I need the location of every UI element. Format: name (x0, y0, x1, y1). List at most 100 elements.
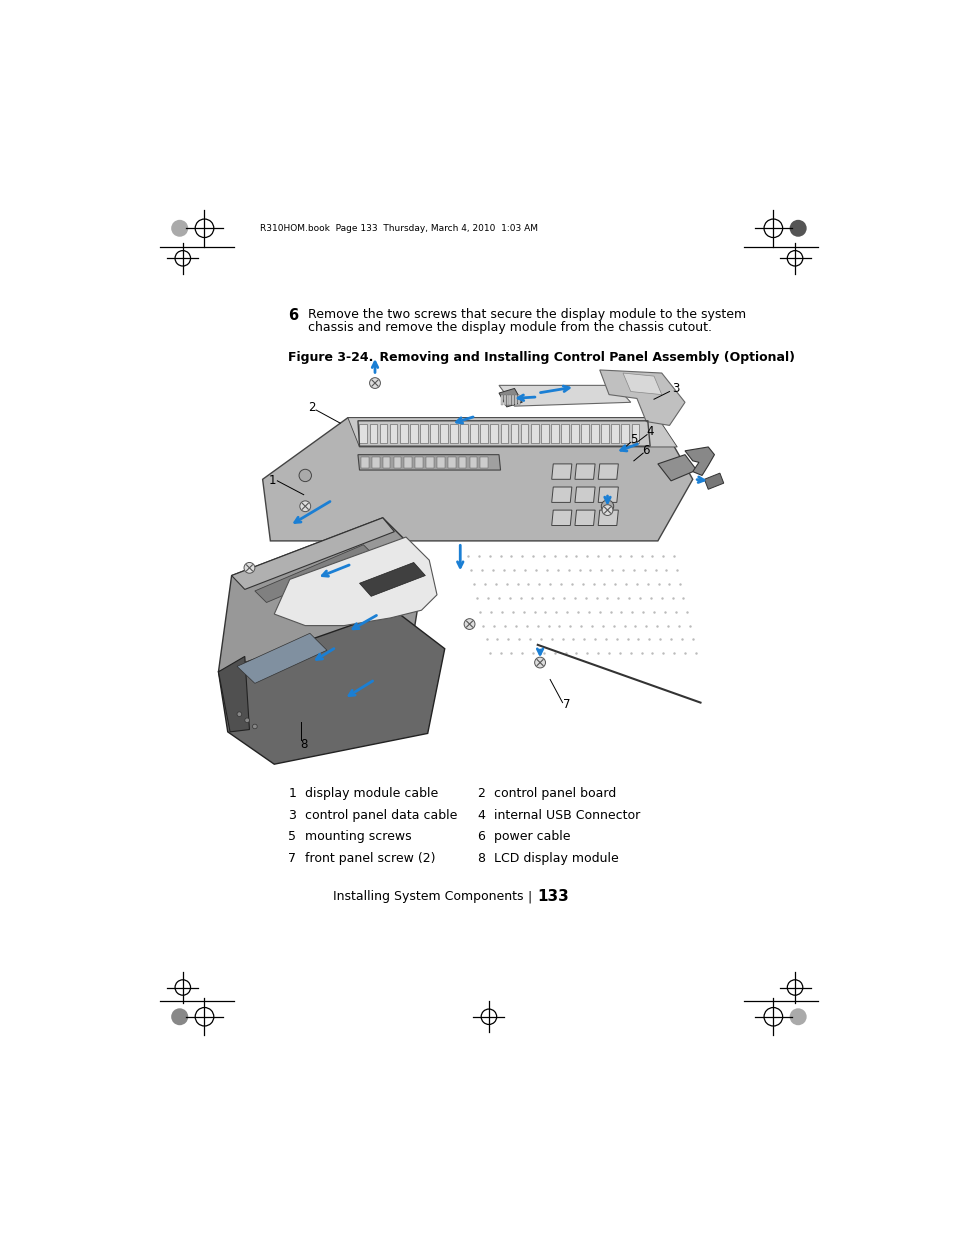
Text: R310HOM.book  Page 133  Thursday, March 4, 2010  1:03 AM: R310HOM.book Page 133 Thursday, March 4,… (260, 224, 537, 232)
Text: 6: 6 (288, 308, 298, 322)
Text: Remove the two screws that secure the display module to the system: Remove the two screws that secure the di… (308, 308, 745, 321)
Circle shape (369, 378, 380, 389)
Polygon shape (509, 395, 511, 405)
Polygon shape (348, 417, 677, 447)
Polygon shape (490, 424, 497, 443)
Text: 5: 5 (630, 432, 637, 446)
Text: LCD display module: LCD display module (494, 852, 618, 864)
Text: 3: 3 (288, 809, 295, 821)
Polygon shape (480, 457, 488, 468)
Polygon shape (426, 457, 434, 468)
Text: mounting screws: mounting screws (305, 830, 412, 844)
Text: 4: 4 (646, 425, 653, 438)
Polygon shape (498, 389, 521, 406)
Polygon shape (598, 487, 618, 503)
Circle shape (244, 562, 254, 573)
Polygon shape (274, 537, 436, 626)
Polygon shape (503, 395, 505, 405)
Polygon shape (394, 457, 401, 468)
Polygon shape (622, 373, 661, 395)
Polygon shape (500, 424, 508, 443)
Polygon shape (571, 424, 578, 443)
Polygon shape (399, 424, 407, 443)
Polygon shape (218, 610, 444, 764)
Text: Removing and Installing Control Panel Assembly (Optional): Removing and Installing Control Panel As… (361, 351, 794, 364)
Polygon shape (359, 424, 367, 443)
Polygon shape (551, 510, 571, 526)
Text: 3: 3 (671, 382, 679, 395)
Polygon shape (236, 634, 327, 683)
Circle shape (299, 501, 311, 511)
Text: 133: 133 (537, 889, 569, 904)
Polygon shape (415, 457, 422, 468)
Text: control panel data cable: control panel data cable (305, 809, 457, 821)
Text: 4: 4 (476, 809, 485, 821)
Polygon shape (540, 424, 548, 443)
Polygon shape (357, 454, 500, 471)
Polygon shape (551, 487, 571, 503)
Polygon shape (575, 487, 595, 503)
Polygon shape (450, 424, 457, 443)
Polygon shape (372, 457, 379, 468)
Circle shape (789, 1008, 806, 1025)
Text: chassis and remove the display module from the chassis cutout.: chassis and remove the display module fr… (308, 321, 712, 335)
Polygon shape (419, 424, 427, 443)
Polygon shape (530, 424, 537, 443)
Polygon shape (459, 424, 468, 443)
Polygon shape (439, 424, 447, 443)
Text: control panel board: control panel board (494, 787, 616, 800)
Polygon shape (379, 424, 387, 443)
Polygon shape (598, 510, 618, 526)
Polygon shape (631, 424, 639, 443)
Circle shape (236, 711, 241, 716)
Polygon shape (447, 457, 456, 468)
Text: Installing System Components: Installing System Components (333, 890, 523, 903)
Circle shape (534, 657, 545, 668)
Circle shape (601, 505, 612, 515)
Polygon shape (436, 457, 444, 468)
Text: 2: 2 (308, 401, 314, 414)
Polygon shape (404, 457, 412, 468)
Polygon shape (254, 545, 375, 603)
Polygon shape (480, 424, 488, 443)
Circle shape (600, 500, 613, 513)
Text: display module cable: display module cable (305, 787, 438, 800)
Polygon shape (517, 395, 519, 405)
Polygon shape (232, 517, 394, 589)
Polygon shape (390, 424, 397, 443)
Text: 8: 8 (299, 739, 307, 751)
Polygon shape (498, 385, 630, 406)
Text: front panel screw (2): front panel screw (2) (305, 852, 436, 864)
Polygon shape (510, 424, 517, 443)
Polygon shape (218, 656, 249, 732)
Polygon shape (600, 424, 608, 443)
Text: 6: 6 (476, 830, 485, 844)
Circle shape (298, 469, 311, 482)
Polygon shape (359, 562, 425, 597)
Text: 7: 7 (563, 699, 570, 711)
Polygon shape (684, 447, 714, 475)
Circle shape (253, 724, 257, 729)
Text: 6: 6 (641, 443, 649, 457)
Polygon shape (620, 424, 629, 443)
Polygon shape (410, 424, 417, 443)
Polygon shape (360, 457, 369, 468)
Polygon shape (551, 464, 571, 479)
Polygon shape (382, 457, 390, 468)
Circle shape (171, 220, 188, 237)
Polygon shape (658, 454, 696, 480)
Circle shape (245, 718, 249, 722)
Text: 5: 5 (288, 830, 295, 844)
Text: power cable: power cable (494, 830, 570, 844)
Polygon shape (703, 473, 723, 489)
Polygon shape (599, 370, 684, 425)
Text: 1: 1 (288, 787, 295, 800)
Text: 2: 2 (476, 787, 485, 800)
Polygon shape (591, 424, 598, 443)
Polygon shape (218, 517, 425, 714)
Text: Figure 3-24.: Figure 3-24. (288, 351, 374, 364)
Polygon shape (550, 424, 558, 443)
Polygon shape (470, 424, 477, 443)
Polygon shape (611, 424, 618, 443)
Text: 7: 7 (288, 852, 295, 864)
